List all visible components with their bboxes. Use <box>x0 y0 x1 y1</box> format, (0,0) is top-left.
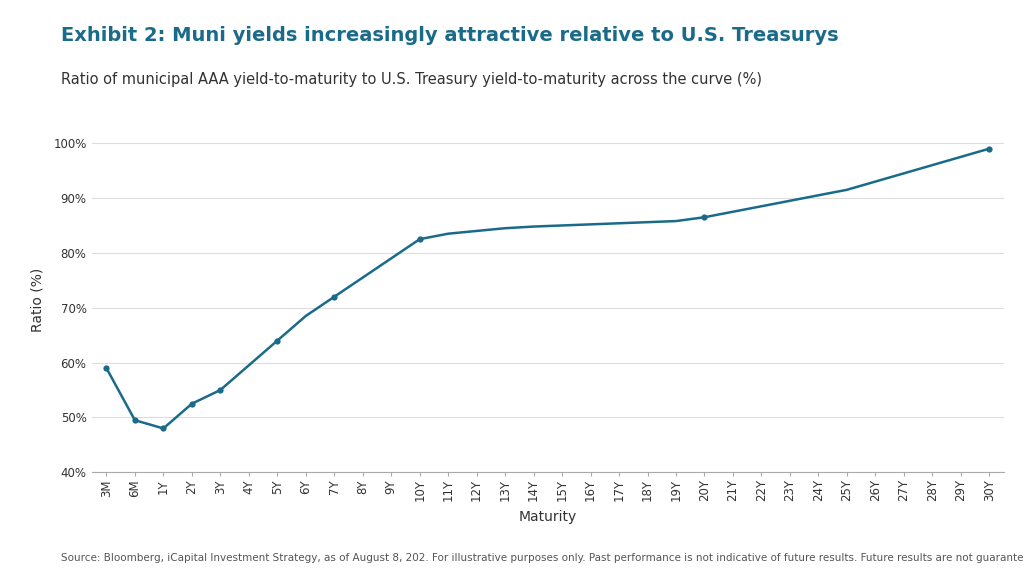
Text: Exhibit 2: Muni yields increasingly attractive relative to U.S. Treasurys: Exhibit 2: Muni yields increasingly attr… <box>61 26 839 45</box>
X-axis label: Maturity: Maturity <box>519 510 577 524</box>
Text: Ratio of municipal AAA yield-to-maturity to U.S. Treasury yield-to-maturity acro: Ratio of municipal AAA yield-to-maturity… <box>61 72 763 87</box>
Text: Source: Bloomberg, iCapital Investment Strategy, as of August 8, 202. For illust: Source: Bloomberg, iCapital Investment S… <box>61 554 1024 563</box>
Y-axis label: Ratio (%): Ratio (%) <box>31 267 45 332</box>
